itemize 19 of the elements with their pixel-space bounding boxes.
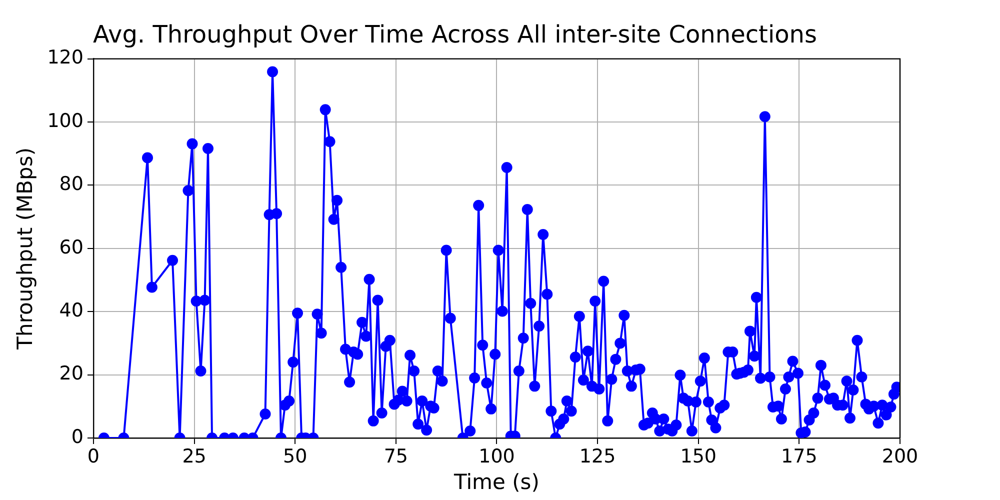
- y-tick-label: 0: [71, 426, 84, 448]
- y-tick-label: 80: [59, 173, 84, 196]
- x-tick-label: 50: [283, 445, 308, 468]
- y-tick-label: 60: [59, 236, 84, 258]
- x-tick-label: 0: [87, 445, 100, 468]
- x-tick-label: 200: [882, 445, 918, 468]
- y-tick-label: 100: [47, 110, 84, 132]
- y-tick-label: 40: [59, 300, 84, 322]
- y-tick-label: 120: [47, 46, 84, 69]
- x-tick-label: 75: [384, 445, 408, 468]
- x-axis-title: Time (s): [453, 470, 540, 494]
- chart-title: Avg. Throughput Over Time Across All inter-site Connections: [92, 20, 818, 49]
- x-tick-label: 175: [781, 445, 818, 468]
- x-tick-label: 125: [579, 445, 616, 468]
- y-axis-title: Throughput (MBps): [13, 147, 38, 350]
- x-tick-label: 150: [680, 445, 716, 468]
- x-tick-label: 100: [478, 445, 515, 468]
- x-tick-label: 25: [182, 445, 206, 468]
- y-tick-label: 20: [59, 362, 84, 385]
